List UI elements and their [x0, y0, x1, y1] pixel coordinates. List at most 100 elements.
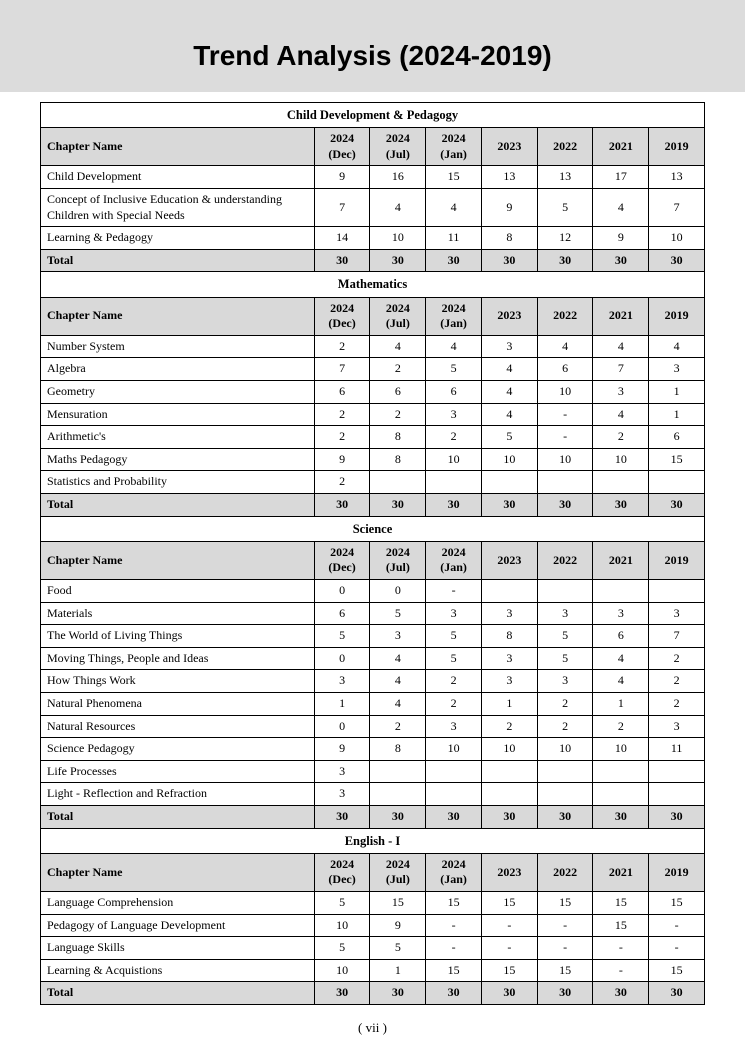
- data-cell: 8: [481, 227, 537, 250]
- data-cell: -: [537, 403, 593, 426]
- chapter-name: Number System: [41, 335, 315, 358]
- table-row: Mensuration2234-41: [41, 403, 705, 426]
- column-header: 2021: [593, 541, 649, 579]
- data-cell: 2: [314, 426, 370, 449]
- total-cell: 30: [370, 982, 426, 1005]
- column-header: 2023: [481, 853, 537, 891]
- data-cell: 10: [593, 738, 649, 761]
- data-cell: [426, 783, 482, 806]
- data-cell: 0: [314, 715, 370, 738]
- table-row: Life Processes3: [41, 760, 705, 783]
- data-cell: 15: [593, 892, 649, 915]
- column-header: 2024 (Dec): [314, 853, 370, 891]
- data-cell: 9: [593, 227, 649, 250]
- data-cell: 8: [370, 738, 426, 761]
- data-cell: 10: [426, 738, 482, 761]
- data-cell: 2: [537, 715, 593, 738]
- data-cell: 10: [481, 448, 537, 471]
- table-row: Concept of Inclusive Education & underst…: [41, 189, 705, 227]
- data-cell: 15: [537, 892, 593, 915]
- data-cell: 4: [649, 335, 705, 358]
- data-cell: 3: [649, 715, 705, 738]
- data-cell: 2: [426, 670, 482, 693]
- data-cell: -: [649, 937, 705, 960]
- data-cell: 9: [314, 448, 370, 471]
- data-cell: 4: [370, 189, 426, 227]
- total-label: Total: [41, 805, 315, 828]
- column-header: 2023: [481, 541, 537, 579]
- data-cell: 3: [593, 381, 649, 404]
- column-header: 2023: [481, 297, 537, 335]
- data-cell: 13: [649, 166, 705, 189]
- column-header: 2019: [649, 541, 705, 579]
- table-row: Arithmetic's2825-26: [41, 426, 705, 449]
- chapter-name: Maths Pedagogy: [41, 448, 315, 471]
- total-cell: 30: [314, 494, 370, 517]
- table-row: Pedagogy of Language Development109---15…: [41, 914, 705, 937]
- data-cell: 2: [314, 403, 370, 426]
- data-cell: 7: [314, 189, 370, 227]
- header-band: Trend Analysis (2024-2019): [0, 0, 745, 92]
- total-cell: 30: [314, 249, 370, 272]
- data-cell: 3: [426, 403, 482, 426]
- data-cell: 15: [426, 166, 482, 189]
- table-row: Language Skills55-----: [41, 937, 705, 960]
- data-cell: 12: [537, 227, 593, 250]
- section-title: English - I: [41, 828, 705, 853]
- data-cell: [426, 760, 482, 783]
- data-cell: 6: [537, 358, 593, 381]
- data-cell: 3: [426, 602, 482, 625]
- data-cell: 5: [481, 426, 537, 449]
- column-header: 2022: [537, 853, 593, 891]
- data-cell: 2: [649, 693, 705, 716]
- data-cell: 10: [314, 914, 370, 937]
- chapter-name: Geometry: [41, 381, 315, 404]
- total-cell: 30: [481, 982, 537, 1005]
- total-cell: 30: [649, 805, 705, 828]
- table-row: Light - Reflection and Refraction3: [41, 783, 705, 806]
- data-cell: 16: [370, 166, 426, 189]
- data-cell: 6: [314, 602, 370, 625]
- data-cell: 2: [426, 426, 482, 449]
- data-cell: 11: [426, 227, 482, 250]
- data-cell: 0: [370, 580, 426, 603]
- data-cell: 3: [481, 670, 537, 693]
- total-cell: 30: [537, 982, 593, 1005]
- trend-table: Child Development & PedagogyChapter Name…: [40, 102, 705, 1005]
- table-row: Geometry66641031: [41, 381, 705, 404]
- chapter-name: The World of Living Things: [41, 625, 315, 648]
- data-cell: 1: [593, 693, 649, 716]
- data-cell: -: [537, 914, 593, 937]
- data-cell: 2: [537, 693, 593, 716]
- data-cell: 4: [481, 403, 537, 426]
- data-cell: 5: [314, 892, 370, 915]
- data-cell: [370, 783, 426, 806]
- data-cell: 10: [537, 448, 593, 471]
- data-cell: -: [426, 914, 482, 937]
- data-cell: 14: [314, 227, 370, 250]
- column-header: Chapter Name: [41, 128, 315, 166]
- chapter-name: Concept of Inclusive Education & underst…: [41, 189, 315, 227]
- data-cell: [593, 783, 649, 806]
- data-cell: 3: [426, 715, 482, 738]
- chapter-name: Light - Reflection and Refraction: [41, 783, 315, 806]
- data-cell: [537, 783, 593, 806]
- data-cell: [537, 580, 593, 603]
- table-row: Learning & Acquistions101151515-15: [41, 959, 705, 982]
- data-cell: 15: [649, 892, 705, 915]
- column-header: 2023: [481, 128, 537, 166]
- chapter-name: Learning & Acquistions: [41, 959, 315, 982]
- data-cell: 3: [649, 358, 705, 381]
- data-cell: [649, 471, 705, 494]
- data-cell: 15: [649, 959, 705, 982]
- data-cell: -: [426, 937, 482, 960]
- data-cell: 4: [370, 335, 426, 358]
- chapter-name: Science Pedagogy: [41, 738, 315, 761]
- total-cell: 30: [649, 982, 705, 1005]
- table-row: Natural Resources0232223: [41, 715, 705, 738]
- data-cell: [426, 471, 482, 494]
- data-cell: 10: [537, 381, 593, 404]
- data-cell: 6: [314, 381, 370, 404]
- total-cell: 30: [593, 249, 649, 272]
- data-cell: [593, 471, 649, 494]
